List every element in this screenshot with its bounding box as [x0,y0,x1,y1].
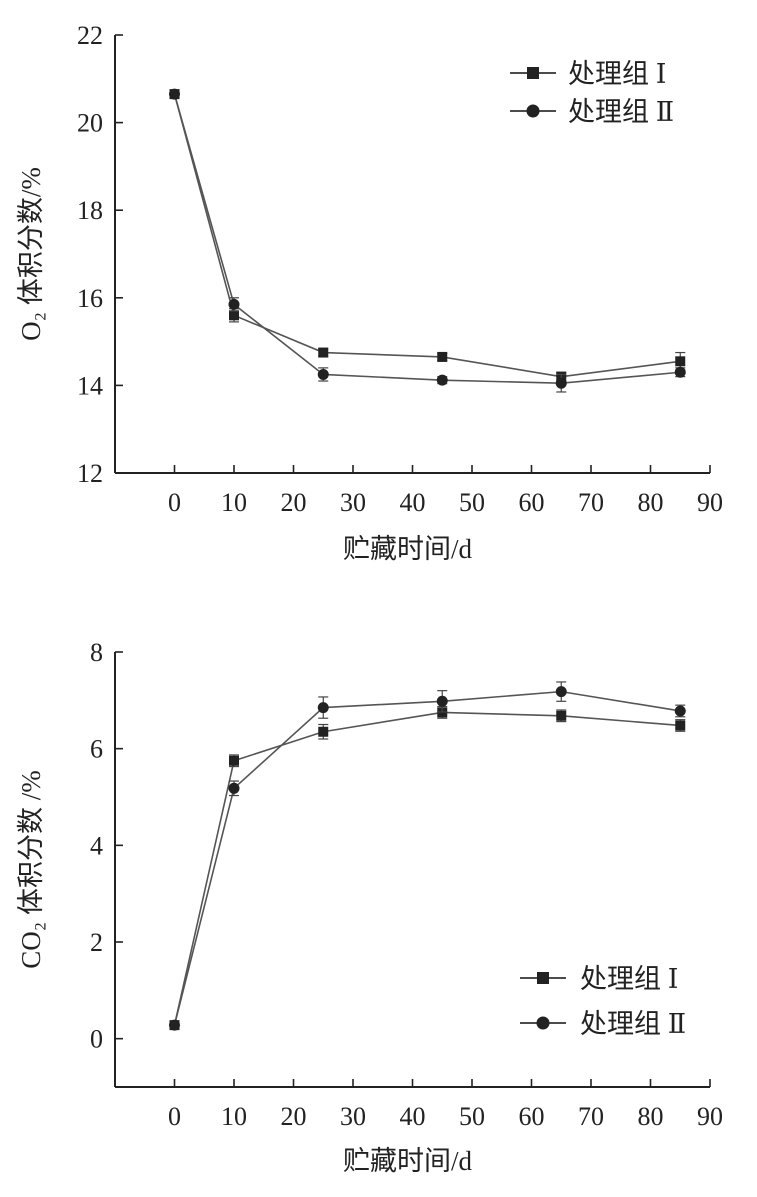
y-tick-label: 0 [90,1025,103,1054]
x-tick-label: 0 [168,1102,181,1131]
legend-marker-circle [526,104,540,118]
y-tick-label: 16 [77,284,103,313]
data-point-circle [555,377,567,389]
y-axis-label: CO₂ 体积分数 /% [16,770,46,968]
legend-marker-square [527,67,539,79]
data-point-circle [436,695,448,707]
data-point-square [318,347,329,358]
legend-label-1: 处理组 Ⅰ [568,59,666,89]
y-tick-label: 14 [77,371,103,400]
x-tick-label: 90 [697,1102,723,1131]
series-line-2 [173,93,681,385]
x-tick-label: 60 [519,1102,545,1131]
x-tick-label: 10 [221,488,247,517]
data-point-circle [228,298,240,310]
series-line-1 [173,93,681,378]
y-tick-label: 22 [77,21,103,50]
data-point-circle [436,374,448,386]
data-point-square [229,310,239,321]
x-tick-label: 60 [519,488,545,517]
legend-label-1: 处理组 Ⅰ [580,964,678,994]
x-tick-label: 40 [400,488,426,517]
y-tick-label: 6 [90,735,103,764]
y-tick-label: 8 [90,638,103,667]
data-point-square [675,720,686,731]
data-point-circle [317,368,329,380]
data-point-circle [169,88,180,100]
data-point-square [675,356,686,367]
x-axis-label: 贮藏时间/d [343,534,473,564]
y-tick-label: 18 [77,196,103,225]
y-tick-label: 20 [77,109,103,138]
data-point-circle [555,686,567,698]
data-point-circle [674,705,686,717]
data-point-square [229,755,239,766]
legend-label-2: 处理组 Ⅱ [568,97,674,127]
x-tick-label: 30 [340,1102,366,1131]
x-tick-label: 80 [638,488,664,517]
x-tick-label: 90 [697,488,723,517]
x-tick-label: 10 [221,1102,247,1131]
data-point-circle [169,1019,180,1031]
y-axis-label: O₂ 体积分数/% [16,167,46,341]
legend-marker-square [537,972,549,984]
legend-marker-circle [536,1016,550,1030]
x-tick-label: 70 [578,1102,604,1131]
y-tick-label: 2 [90,928,103,957]
x-axis-label: 贮藏时间/d [343,1146,473,1176]
data-point-circle [317,702,329,714]
data-point-square [556,710,567,721]
y-tick-label: 12 [77,459,103,488]
x-tick-label: 70 [578,488,604,517]
y-tick-label: 4 [90,831,103,860]
x-tick-label: 80 [638,1102,664,1131]
x-tick-label: 40 [400,1102,426,1131]
series-line-1 [173,711,681,1026]
o2-chart-panel: 12 14 16 18 20 22 0 10 20 30 40 50 60 70 80 90 贮藏时间/d O₂ … [16,21,723,564]
legend-label-2: 处理组 Ⅱ [580,1009,686,1039]
data-point-circle [228,782,240,794]
data-point-circle [674,366,686,378]
x-tick-label: 50 [459,1102,485,1131]
series-line-2 [173,690,681,1026]
data-point-square [437,351,448,362]
data-point-square [318,726,329,737]
x-tick-label: 20 [281,488,307,517]
x-tick-label: 50 [459,488,485,517]
x-tick-label: 20 [281,1102,307,1131]
x-tick-label: 30 [340,488,366,517]
x-tick-label: 0 [168,488,181,517]
